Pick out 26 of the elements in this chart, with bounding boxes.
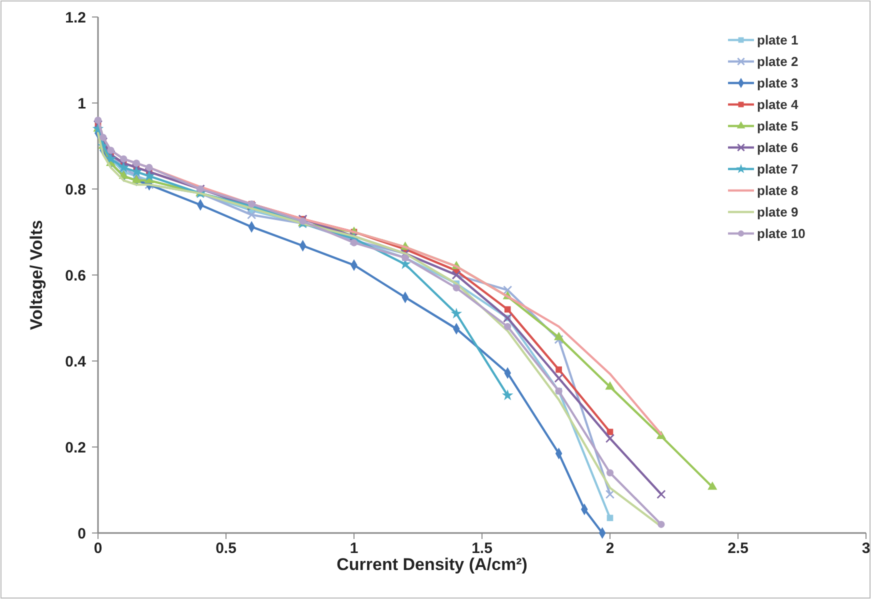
x-tick-label: 3 xyxy=(862,540,870,557)
y-tick-label: 0.6 xyxy=(65,267,86,284)
y-tick-label: 1.2 xyxy=(65,9,86,26)
x-tick-label: 1.5 xyxy=(472,540,492,557)
y-tick-label: 0 xyxy=(78,525,86,542)
x-tick-label: 2.5 xyxy=(728,540,748,557)
legend-label: plate 5 xyxy=(757,118,798,134)
legend-label: plate 1 xyxy=(757,32,798,48)
legend-label: plate 4 xyxy=(757,97,799,112)
legend-label: plate 9 xyxy=(757,204,798,220)
x-tick-label: 0.5 xyxy=(216,540,236,557)
y-tick-label: 0.2 xyxy=(65,439,86,456)
legend-label: plate 6 xyxy=(757,140,798,156)
legend-label: plate 2 xyxy=(757,54,798,70)
y-tick-label: 0.8 xyxy=(65,181,86,198)
y-tick-label: 1 xyxy=(78,95,86,112)
x-tick-label: 0 xyxy=(94,540,102,557)
x-tick-label: 2 xyxy=(606,540,614,557)
x-axis-title: Current Density (A/cm²) xyxy=(336,555,528,574)
y-tick-label: 0.4 xyxy=(65,353,87,370)
legend-label: plate 7 xyxy=(757,162,798,177)
x-tick-label: 1 xyxy=(350,540,358,557)
legend-label: plate 10 xyxy=(757,226,806,242)
legend-label: plate 8 xyxy=(757,183,798,198)
legend-label: plate 3 xyxy=(757,76,798,91)
y-axis-title: Voltage/ Volts xyxy=(27,220,46,330)
